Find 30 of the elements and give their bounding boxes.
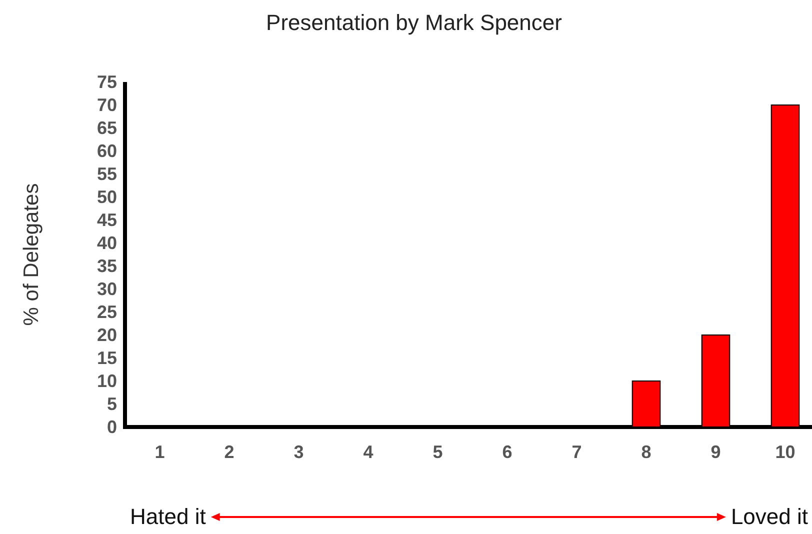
- y-tick-label: 20: [96, 324, 117, 345]
- x-tick-label: 2: [224, 442, 234, 462]
- y-tick-label: 45: [96, 210, 117, 230]
- x-tick-label: 3: [294, 442, 304, 462]
- text: Loved it: [730, 504, 808, 529]
- y-tick-label: 55: [96, 164, 117, 184]
- y-tick-label: 15: [96, 348, 117, 368]
- y-tick-label: 65: [96, 118, 117, 138]
- y-tick-label: 70: [96, 94, 117, 115]
- x-tick-label: 1: [154, 442, 165, 462]
- y-tick-label: 60: [96, 140, 117, 161]
- y-tick-label: 30: [96, 278, 117, 299]
- y-tick-label: 40: [96, 232, 117, 253]
- y-tick-label: 5: [106, 394, 117, 414]
- x-tick-label: 10: [775, 442, 796, 462]
- x-tick-label: 5: [432, 442, 443, 462]
- y-tick-label: 25: [96, 302, 117, 322]
- x-tick-label: 8: [641, 442, 652, 462]
- chart-title: Presentation by Mark Spencer: [266, 10, 562, 35]
- x-tick-label: 4: [363, 442, 374, 462]
- x-tick-label: 9: [710, 442, 721, 462]
- y-tick-label: 75: [96, 72, 117, 92]
- y-tick-label: 50: [96, 186, 117, 207]
- y-tick-label: 10: [96, 370, 117, 391]
- x-tick-label: 7: [572, 442, 582, 462]
- text: Hated it: [130, 504, 206, 529]
- x-tick-label: 6: [502, 442, 512, 462]
- y-tick-label: 35: [96, 256, 117, 276]
- y-tick-label: 0: [106, 416, 117, 437]
- y-axis-title: % of Delegates: [20, 183, 43, 326]
